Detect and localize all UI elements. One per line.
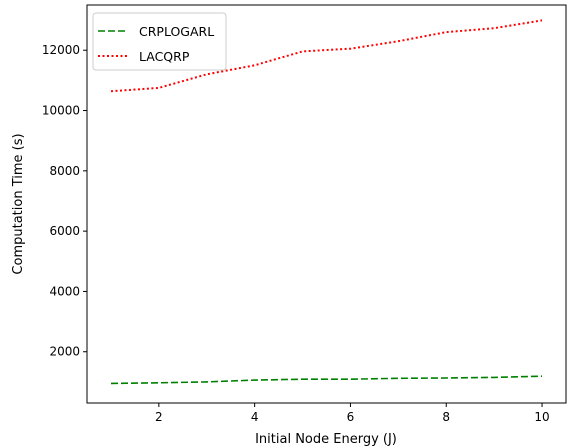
plot-area <box>86 4 567 404</box>
legend-label-lacqrp: LACQRP <box>139 49 190 64</box>
y-tick-label: 12000 <box>42 43 80 57</box>
y-axis-title: Computation Time (s) <box>11 133 26 274</box>
series-line-crplogarl <box>110 375 543 385</box>
x-tick-label: 6 <box>347 410 355 424</box>
series-line-lacqrp <box>110 19 543 93</box>
y-tick-label: 10000 <box>42 104 80 118</box>
y-tick-label: 4000 <box>49 284 80 298</box>
y-tick-label: 2000 <box>49 345 80 359</box>
legend-label-crplogarl: CRPLOGARL <box>139 24 214 39</box>
series-layer <box>110 19 543 385</box>
y-tick-label: 6000 <box>49 224 80 238</box>
x-tick-label: 10 <box>534 410 549 424</box>
x-tick-label: 8 <box>442 410 450 424</box>
x-axis-title: Initial Node Energy (J) <box>255 432 397 447</box>
x-axis-ticks: 2 4 6 8 10 <box>155 403 550 424</box>
x-tick-label: 2 <box>155 410 163 424</box>
x-tick-label: 4 <box>251 410 259 424</box>
y-axis-ticks: 2000 4000 6000 8000 10000 12000 <box>42 43 87 359</box>
legend: CRPLOGARL LACQRP <box>92 12 227 71</box>
y-tick-label: 8000 <box>49 164 80 178</box>
